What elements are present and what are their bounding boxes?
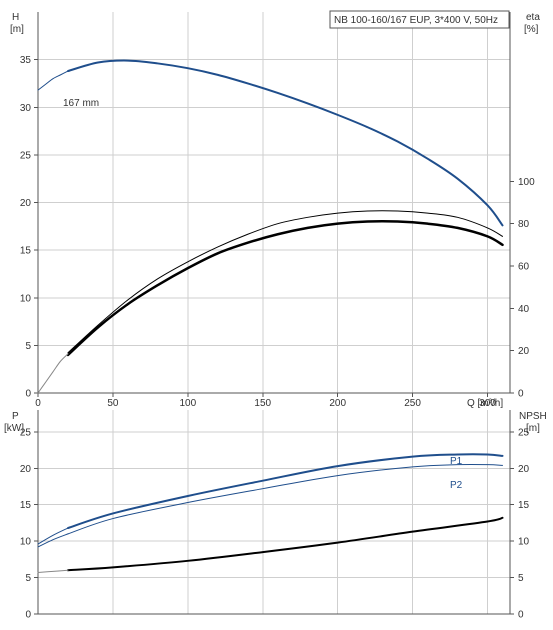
bottom-right-tick-label: 25 <box>518 427 530 438</box>
top-series-eta-thin <box>67 210 504 354</box>
bottom-series-p1 <box>66 453 504 530</box>
bottom-series-npsh <box>66 516 504 572</box>
top-left-ylabel-2: [m] <box>10 24 24 35</box>
bottom-series-p1-ext <box>37 527 69 545</box>
bottom-left-ylabel-2: [kW] <box>4 423 24 434</box>
bottom-right-tick-label: 10 <box>518 537 530 548</box>
bottom-right-tick-label: 0 <box>518 610 524 621</box>
top-left-tick-label: 25 <box>20 150 32 161</box>
chart-title: NB 100-160/167 EUP, 3*400 V, 50Hz <box>334 15 498 26</box>
top-right-tick-label: 40 <box>518 304 530 315</box>
bottom-left-tick-label: 20 <box>20 464 32 475</box>
top-series-eta-ext <box>37 353 69 394</box>
top-left-tick-label: 30 <box>20 103 32 114</box>
x-tick-label: 300 <box>479 398 496 409</box>
top-series <box>37 59 504 394</box>
x-tick-label: 150 <box>254 398 271 409</box>
top-series-h-ext <box>37 70 69 91</box>
x-tick-label: 0 <box>35 398 41 409</box>
bottom-left-tick-label: 5 <box>25 573 31 584</box>
top-left-tick-label: 20 <box>20 198 32 209</box>
top-right-tick-label: 60 <box>518 262 530 273</box>
x-axis-label: Q [m³/h] <box>467 398 503 409</box>
bottom-series-p2-ext <box>37 533 69 548</box>
bottom-axes: 0 5 10 15 20 25 0 5 10 15 20 25 <box>20 410 530 621</box>
p1-legend-label: P1 <box>450 456 463 467</box>
top-left-tick-label: 0 <box>25 389 31 400</box>
bottom-left-tick-label: 0 <box>25 610 31 621</box>
bottom-grid <box>38 410 510 614</box>
title-box: NB 100-160/167 EUP, 3*400 V, 50Hz <box>329 10 510 29</box>
bottom-left-tick-label: 10 <box>20 537 32 548</box>
x-tick-label: 50 <box>107 398 119 409</box>
bottom-series-npsh-ext <box>37 569 69 573</box>
top-series-h <box>66 59 504 227</box>
bottom-left-ylabel-1: P <box>12 411 19 422</box>
bottom-right-tick-label: 20 <box>518 464 530 475</box>
bottom-right-tick-label: 5 <box>518 573 524 584</box>
top-grid <box>38 12 510 393</box>
top-left-tick-label: 5 <box>25 341 31 352</box>
top-right-tick-label: 20 <box>518 346 530 357</box>
bottom-series <box>37 453 504 573</box>
bottom-right-ylabel-2: [m] <box>526 423 540 434</box>
bottom-left-tick-label: 25 <box>20 427 32 438</box>
top-right-tick-label: 80 <box>518 219 530 230</box>
bottom-right-tick-label: 15 <box>518 500 530 511</box>
axis-labels: H [m] eta [%] Q [m³/h] P [kW] NPSH [m] 1… <box>4 12 547 491</box>
top-series-eta-thick <box>66 220 504 357</box>
top-right-ylabel-2: [%] <box>524 24 539 35</box>
x-tick-label: 250 <box>404 398 421 409</box>
bottom-series-p2 <box>67 463 504 535</box>
top-left-ylabel-1: H <box>12 12 19 23</box>
p2-legend-label: P2 <box>450 480 463 491</box>
top-right-ylabel-1: eta <box>526 12 540 23</box>
x-tick-label: 200 <box>329 398 346 409</box>
x-tick-label: 100 <box>179 398 196 409</box>
bottom-left-tick-label: 15 <box>20 500 32 511</box>
top-left-tick-label: 35 <box>20 55 32 66</box>
top-axes: 0 5 10 15 20 25 30 35 0 20 40 60 80 100 0 50 100 150 200 25… <box>20 12 535 409</box>
title-box-frame <box>329 10 510 29</box>
top-right-tick-label: 100 <box>518 177 535 188</box>
top-right-tick-label: 0 <box>518 389 524 400</box>
top-left-tick-label: 15 <box>20 246 32 257</box>
top-left-tick-label: 10 <box>20 293 32 304</box>
impeller-diameter-label: 167 mm <box>63 98 99 109</box>
bottom-right-ylabel-1: NPSH <box>519 411 547 422</box>
